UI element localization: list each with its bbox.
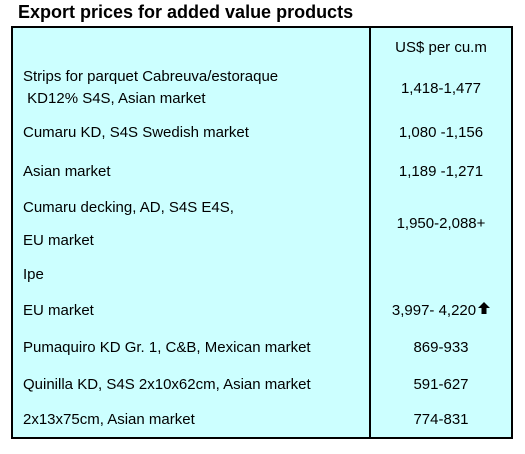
price-cell: 3,997- 4,220 [371, 300, 511, 322]
product-cell: Strips for parquet Cabreuva/estoraque [23, 68, 279, 85]
column-divider [369, 28, 371, 437]
up-arrow-icon [478, 299, 491, 321]
product-cell: Asian market [23, 163, 111, 180]
price-cell: 1,080 -1,156 [398, 124, 484, 141]
price-cell: 1,418-1,477 [400, 80, 482, 97]
product-cell: Ipe [23, 266, 44, 283]
product-cell: EU market [23, 232, 94, 249]
product-cell: Cumaru KD, S4S Swedish market [23, 124, 249, 141]
price-cell: 1,189 -1,271 [398, 163, 484, 180]
product-cell: Cumaru decking, AD, S4S E4S, [23, 199, 234, 216]
price-cell: 1,950-2,088+ [396, 215, 486, 232]
unit-header: US$ per cu.m [395, 39, 487, 56]
product-cell: Quinilla KD, S4S 2x10x62cm, Asian market [23, 376, 311, 393]
price-cell: 869-933 [413, 339, 469, 356]
product-cell: KD12% S4S, Asian market [23, 90, 206, 107]
price-value: 3,997- 4,220 [391, 302, 477, 319]
page-title: Export prices for added value products [18, 2, 354, 22]
price-cell: 774-831 [413, 411, 469, 428]
product-cell: 2x13x75cm, Asian market [23, 411, 195, 428]
price-cell: 591-627 [413, 376, 469, 393]
price-table: US$ per cu.m Strips for parquet Cabreuva… [11, 26, 513, 439]
product-cell: EU market [23, 302, 94, 319]
product-cell: Pumaquiro KD Gr. 1, C&B, Mexican market [23, 339, 311, 356]
